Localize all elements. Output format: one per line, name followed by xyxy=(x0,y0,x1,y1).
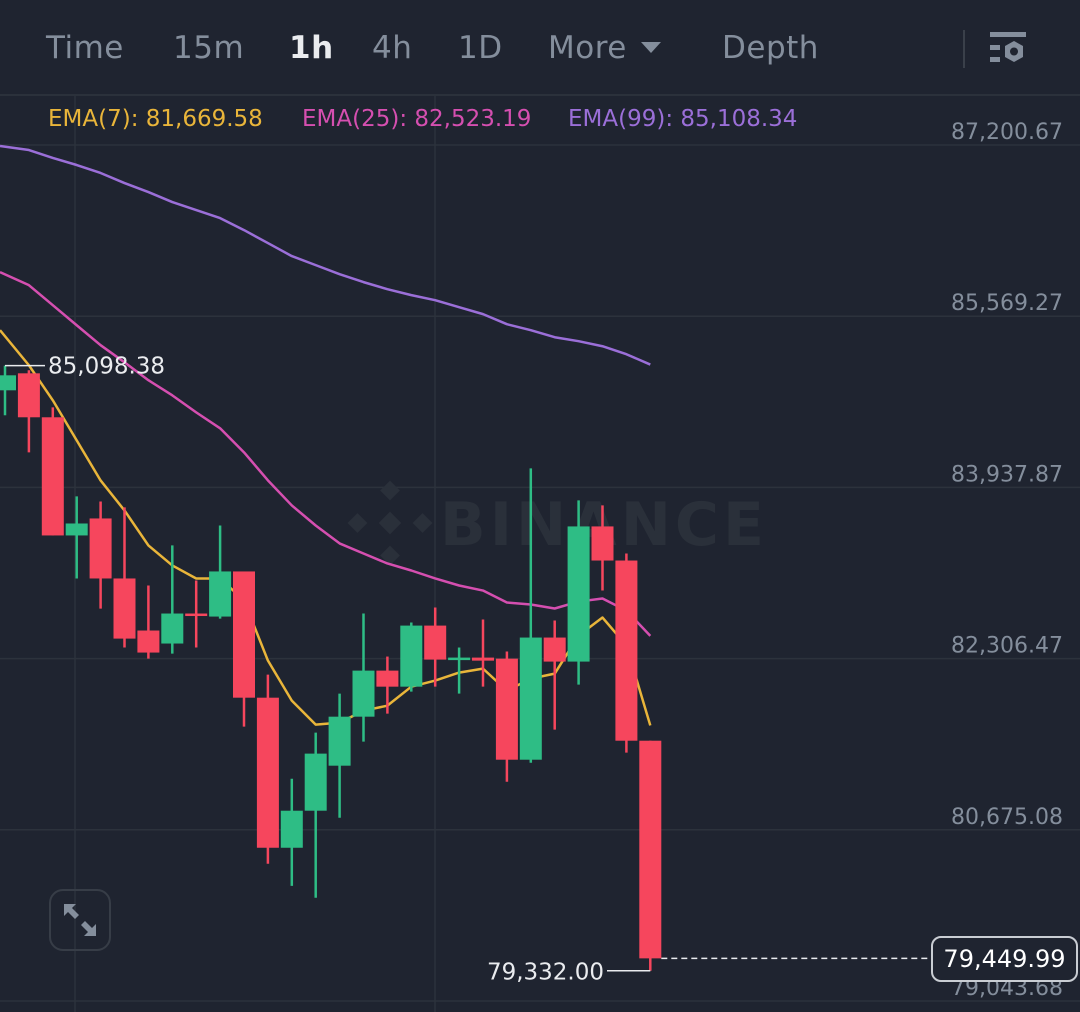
tab-1d[interactable]: 1D xyxy=(458,30,503,66)
chart-settings-icon[interactable] xyxy=(988,30,1028,68)
interval-toolbar: Time 15m 1h 4h 1D More Depth xyxy=(0,0,1080,96)
ema7-legend: EMA(7): 81,669.58 xyxy=(48,106,263,132)
candle-body xyxy=(280,810,303,848)
grid xyxy=(0,96,1080,1012)
candle-down xyxy=(615,553,638,753)
candle-down xyxy=(639,740,662,971)
toolbar-divider xyxy=(963,30,965,68)
candle-up xyxy=(0,365,16,416)
candle-body xyxy=(41,417,64,536)
candle-down xyxy=(543,620,566,730)
candle-body xyxy=(113,578,136,639)
candle-body xyxy=(185,613,208,617)
tab-4h[interactable]: 4h xyxy=(372,30,413,66)
binance-watermark: BINANCE xyxy=(347,480,764,566)
candle-body xyxy=(328,716,351,766)
expand-icon xyxy=(64,904,96,936)
candle-body xyxy=(472,657,494,661)
ema-lines xyxy=(0,144,652,726)
candle-body xyxy=(161,613,184,644)
min-price-label: 79,332.00 xyxy=(487,960,604,986)
candle-body xyxy=(233,571,255,698)
candle-down xyxy=(472,619,494,687)
tab-1h[interactable]: 1h xyxy=(289,30,334,66)
candle-down xyxy=(41,407,64,536)
candle-body xyxy=(352,670,375,717)
candle-up xyxy=(567,500,590,685)
candle-body xyxy=(591,526,614,561)
candle-down xyxy=(89,501,112,609)
candle-up xyxy=(209,525,232,619)
candle-body xyxy=(400,625,423,687)
tab-15m[interactable]: 15m xyxy=(173,30,245,66)
fullscreen-button[interactable] xyxy=(49,889,111,951)
candle-body xyxy=(17,373,40,418)
candle-body xyxy=(639,740,662,959)
candle-body xyxy=(495,658,518,760)
ema-line-ema7 xyxy=(0,329,652,726)
candle-body xyxy=(256,697,279,848)
last-price-badge: 79,449.99 xyxy=(931,936,1078,982)
candle-down xyxy=(424,607,447,687)
ema25-legend: EMA(25): 82,523.19 xyxy=(302,106,532,132)
candle-up xyxy=(304,732,327,898)
y-tick-label: 83,937.87 xyxy=(951,462,1063,487)
candle-down xyxy=(17,370,40,453)
candles xyxy=(0,365,662,971)
candle-down xyxy=(495,651,518,782)
candle-up xyxy=(400,622,423,692)
candle-body xyxy=(209,571,232,617)
candle-up xyxy=(328,693,351,818)
candle-up xyxy=(519,468,542,763)
candle-up xyxy=(448,647,471,694)
max-price-label: 85,098.38 xyxy=(48,354,165,380)
ema-line-ema25 xyxy=(0,271,652,637)
candle-body xyxy=(304,753,327,811)
tab-time[interactable]: Time xyxy=(46,30,124,66)
candle-body xyxy=(448,657,471,661)
candle-body xyxy=(0,375,16,391)
tab-more[interactable]: More xyxy=(548,30,627,66)
candle-body xyxy=(65,523,88,536)
candle-down xyxy=(591,505,614,591)
candle-down xyxy=(137,585,160,659)
y-tick-label: 82,306.47 xyxy=(951,634,1063,659)
candle-up xyxy=(161,545,184,654)
caret-down-icon[interactable] xyxy=(641,42,661,53)
candle-down xyxy=(113,507,136,648)
candle-body xyxy=(137,630,160,653)
ema-line-ema99 xyxy=(0,144,651,366)
candle-body xyxy=(89,518,112,579)
candle-body xyxy=(567,526,590,662)
ema99-legend: EMA(99): 85,108.34 xyxy=(568,106,798,132)
candle-body xyxy=(615,560,638,741)
candle-down xyxy=(256,674,279,864)
y-tick-label: 85,569.27 xyxy=(951,291,1063,316)
candle-body xyxy=(424,625,447,660)
candle-body xyxy=(376,670,399,687)
tab-depth[interactable]: Depth xyxy=(722,30,819,66)
y-tick-label: 80,675.08 xyxy=(951,805,1063,830)
candle-up xyxy=(280,778,303,886)
candle-up xyxy=(352,613,375,742)
candle-down xyxy=(185,580,208,648)
candle-body xyxy=(543,637,566,662)
candle-down xyxy=(233,571,255,727)
candle-up xyxy=(65,496,88,579)
candle-body xyxy=(519,637,542,760)
y-axis: 87,200.67 85,569.27 83,937.87 82,306.47 80,6… xyxy=(951,120,1063,1001)
annotations: 85,098.38 79,332.00 xyxy=(5,354,931,986)
y-tick-label: 87,200.67 xyxy=(951,120,1063,145)
candle-down xyxy=(376,656,399,714)
